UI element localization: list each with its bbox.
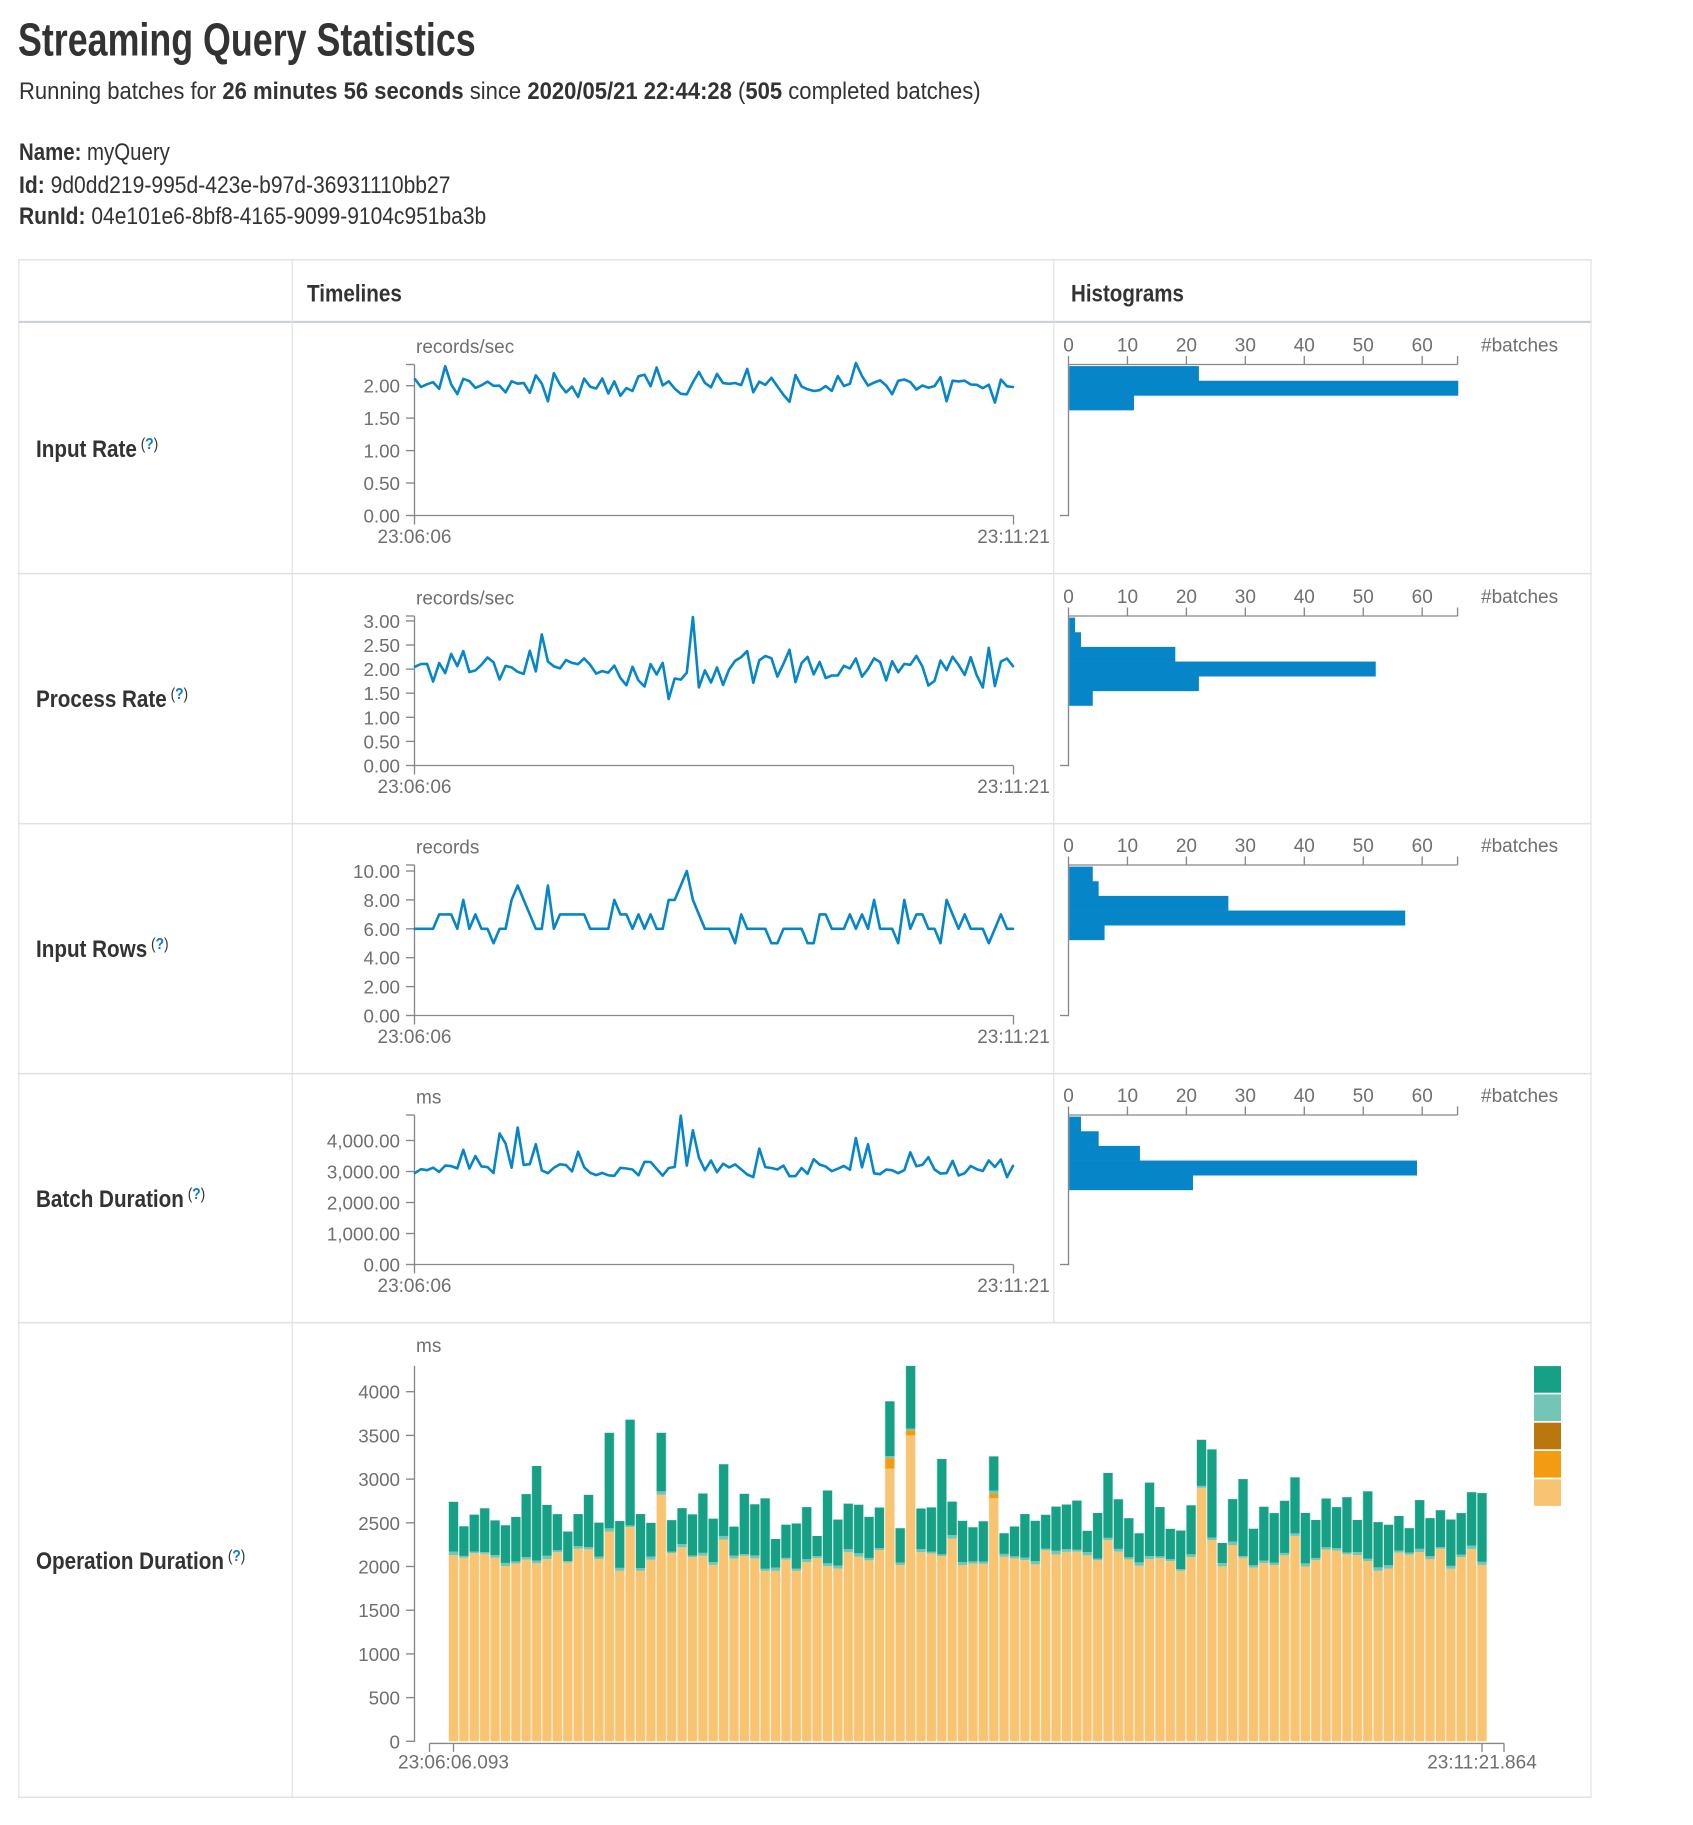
svg-text:Input Rows (?): Input Rows (?) — [36, 935, 169, 962]
svg-text:0: 0 — [1063, 1086, 1074, 1107]
svg-text:50: 50 — [1353, 1086, 1374, 1107]
svg-text:Streaming Query Statistics: Streaming Query Statistics — [18, 14, 476, 65]
svg-text:10: 10 — [1117, 836, 1138, 857]
svg-text:4,000.00: 4,000.00 — [327, 1131, 400, 1152]
svg-text:#batches: #batches — [1481, 1086, 1558, 1107]
svg-text:23:06:06: 23:06:06 — [378, 777, 452, 798]
svg-text:#batches: #batches — [1481, 587, 1558, 608]
svg-text:0: 0 — [1063, 336, 1074, 357]
svg-text:1.50: 1.50 — [363, 683, 400, 704]
svg-text:records/sec: records/sec — [416, 589, 514, 610]
svg-text:2.00: 2.00 — [363, 659, 400, 680]
svg-text:4.00: 4.00 — [363, 948, 400, 969]
svg-text:60: 60 — [1412, 587, 1433, 608]
svg-text:#batches: #batches — [1481, 836, 1558, 857]
svg-text:0.00: 0.00 — [363, 1006, 400, 1027]
svg-text:0.00: 0.00 — [363, 756, 400, 777]
svg-text:23:06:06: 23:06:06 — [378, 1276, 452, 1297]
svg-text:2.00: 2.00 — [363, 376, 400, 397]
svg-text:Name: myQuery: Name: myQuery — [19, 138, 171, 165]
svg-text:23:11:21.864: 23:11:21.864 — [1427, 1753, 1537, 1774]
svg-text:8.00: 8.00 — [363, 890, 400, 911]
svg-text:10: 10 — [1117, 336, 1138, 357]
svg-text:40: 40 — [1294, 336, 1315, 357]
svg-text:records/sec: records/sec — [416, 337, 514, 358]
svg-text:ms: ms — [416, 1336, 441, 1357]
svg-text:30: 30 — [1235, 587, 1256, 608]
svg-text:Running batches for 26 minutes: Running batches for 26 minutes 56 second… — [19, 77, 981, 104]
svg-text:40: 40 — [1294, 1086, 1315, 1107]
svg-text:10: 10 — [1117, 587, 1138, 608]
svg-text:23:11:21: 23:11:21 — [977, 1276, 1050, 1297]
svg-text:2,000.00: 2,000.00 — [327, 1193, 400, 1214]
svg-text:3000: 3000 — [358, 1469, 400, 1490]
svg-text:6.00: 6.00 — [363, 919, 400, 940]
svg-text:0.50: 0.50 — [363, 473, 400, 494]
svg-text:500: 500 — [369, 1688, 400, 1709]
svg-text:40: 40 — [1294, 836, 1315, 857]
svg-text:Id: 9d0dd219-995d-423e-b97d-36: Id: 9d0dd219-995d-423e-b97d-36931110bb27 — [19, 172, 450, 199]
svg-text:Batch Duration (?): Batch Duration (?) — [36, 1185, 205, 1212]
svg-text:0: 0 — [1063, 587, 1074, 608]
svg-text:4000: 4000 — [358, 1382, 400, 1403]
svg-text:50: 50 — [1353, 587, 1374, 608]
svg-text:50: 50 — [1353, 836, 1374, 857]
svg-text:2.00: 2.00 — [363, 977, 400, 998]
svg-text:Input Rate (?): Input Rate (?) — [36, 435, 158, 462]
svg-text:60: 60 — [1412, 1086, 1433, 1107]
svg-text:30: 30 — [1235, 1086, 1256, 1107]
svg-text:23:06:06: 23:06:06 — [378, 1027, 452, 1048]
svg-text:Timelines: Timelines — [307, 280, 402, 307]
svg-text:60: 60 — [1412, 836, 1433, 857]
svg-text:0.00: 0.00 — [363, 1255, 400, 1276]
svg-text:Histograms: Histograms — [1071, 280, 1184, 307]
svg-text:23:06:06: 23:06:06 — [378, 527, 452, 548]
svg-text:3,000.00: 3,000.00 — [327, 1162, 400, 1183]
svg-text:23:11:21: 23:11:21 — [977, 777, 1050, 798]
svg-text:20: 20 — [1176, 1086, 1197, 1107]
svg-text:20: 20 — [1176, 836, 1197, 857]
svg-text:1.00: 1.00 — [363, 707, 400, 728]
svg-text:3.00: 3.00 — [363, 611, 400, 632]
svg-text:23:06:06.093: 23:06:06.093 — [398, 1753, 509, 1774]
svg-text:20: 20 — [1176, 587, 1197, 608]
svg-text:50: 50 — [1353, 336, 1374, 357]
svg-text:30: 30 — [1235, 836, 1256, 857]
svg-text:30: 30 — [1235, 336, 1256, 357]
svg-text:20: 20 — [1176, 336, 1197, 357]
svg-text:10.00: 10.00 — [353, 861, 400, 882]
svg-text:60: 60 — [1412, 336, 1433, 357]
svg-text:2.50: 2.50 — [363, 635, 400, 656]
svg-text:23:11:21: 23:11:21 — [977, 527, 1050, 548]
svg-text:#batches: #batches — [1481, 336, 1558, 357]
svg-text:0: 0 — [1063, 836, 1074, 857]
svg-text:40: 40 — [1294, 587, 1315, 608]
svg-text:1000: 1000 — [358, 1644, 400, 1665]
svg-text:RunId: 04e101e6-8bf8-4165-9099: RunId: 04e101e6-8bf8-4165-9099-9104c951b… — [19, 203, 486, 230]
svg-text:1.00: 1.00 — [363, 441, 400, 462]
svg-text:Process Rate (?): Process Rate (?) — [36, 685, 188, 712]
svg-text:records: records — [416, 838, 479, 859]
svg-text:2500: 2500 — [358, 1513, 400, 1534]
svg-text:0: 0 — [390, 1731, 400, 1752]
svg-text:0.50: 0.50 — [363, 731, 400, 752]
svg-text:0.00: 0.00 — [363, 506, 400, 527]
svg-text:10: 10 — [1117, 1086, 1138, 1107]
svg-text:1500: 1500 — [358, 1600, 400, 1621]
svg-text:1,000.00: 1,000.00 — [327, 1224, 400, 1245]
svg-text:23:11:21: 23:11:21 — [977, 1027, 1050, 1048]
svg-text:Operation Duration (?): Operation Duration (?) — [36, 1547, 245, 1574]
svg-text:1.50: 1.50 — [363, 408, 400, 429]
svg-text:2000: 2000 — [358, 1557, 400, 1578]
svg-text:ms: ms — [416, 1088, 441, 1109]
svg-text:3500: 3500 — [358, 1425, 400, 1446]
